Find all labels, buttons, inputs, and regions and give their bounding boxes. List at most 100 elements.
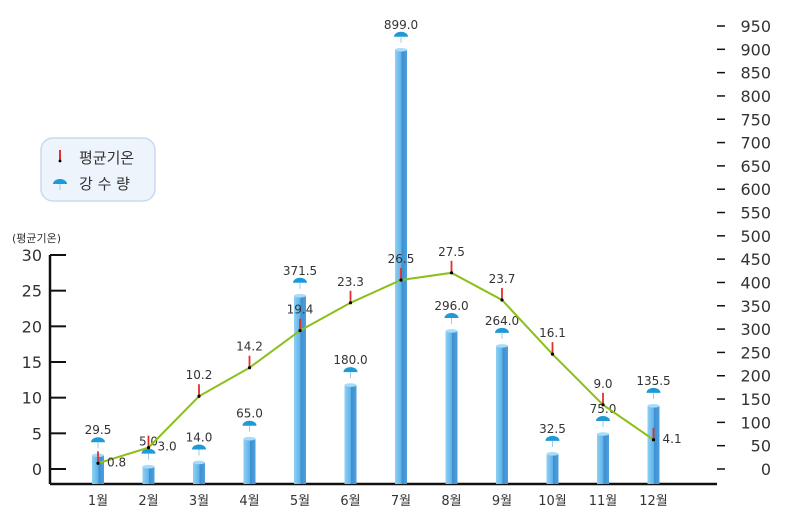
x-axis-tick-label: 10월 [538, 494, 567, 509]
left-axis-label: (평균기온) [12, 232, 61, 245]
rainfall-value-label: 371.5 [283, 264, 317, 278]
temperature-value-label: 0.8 [107, 455, 126, 469]
umbrella-icon [495, 327, 509, 333]
legend: 평균기온 강 수 량 [40, 137, 156, 202]
right-axis-tick-label: 850 [740, 64, 771, 83]
umbrella-icon [53, 179, 67, 190]
temperature-value-label: 19.4 [287, 303, 314, 317]
x-axis-tick-label: 2월 [138, 494, 158, 509]
left-axis-tick-label: 0 [32, 460, 42, 479]
rainfall-bar-cap [395, 47, 407, 52]
umbrella-icon [293, 277, 307, 283]
rainfall-bar-cap [647, 404, 660, 408]
temperature-marker-icon [58, 150, 62, 163]
legend-label-rainfall: 강 수 량 [79, 175, 130, 193]
rainfall-bar-cap [597, 432, 609, 436]
temperature-point [96, 461, 100, 465]
left-axis-tick-label: 15 [22, 353, 42, 372]
x-axis-tick-label: 11월 [589, 494, 618, 509]
umbrella-icon [343, 367, 358, 373]
rainfall-bar [193, 462, 205, 484]
rainfall-value-label: 264.0 [485, 314, 519, 328]
temperature-point [449, 271, 454, 275]
rainfall-value-label: 180.0 [333, 353, 367, 367]
x-axis-tick-label: 1월 [88, 494, 108, 509]
rainfall-bar [546, 453, 559, 484]
temperature-value-label: 9.0 [593, 377, 612, 391]
temperature-point [550, 352, 555, 356]
x-axis-tick-label: 5월 [290, 494, 310, 509]
left-axis-tick-label: 10 [22, 389, 42, 408]
rainfall-bar-cap [142, 464, 155, 469]
temperature-point [399, 278, 403, 282]
umbrella-icon [192, 444, 206, 450]
rainfall-bar [445, 330, 458, 484]
rainfall-bar-cap [193, 460, 205, 465]
rainfall-bar [142, 466, 155, 484]
rainfall-bar-cap [294, 293, 306, 298]
rainfall-value-label: 65.0 [236, 407, 263, 421]
rainfall-value-label: 296.0 [434, 299, 468, 313]
rainfall-value-label: 14.0 [186, 430, 213, 444]
right-axis-tick-label: 450 [740, 250, 771, 269]
x-axis-tick-label: 6월 [340, 494, 360, 509]
right-axis-tick-label: 900 [740, 40, 771, 59]
right-axis-tick-label: 100 [740, 413, 771, 432]
right-axis-tick-label: 950 [740, 17, 771, 36]
umbrella-icon [141, 448, 156, 454]
right-axis-tick-label: 350 [740, 297, 771, 316]
temperature-point [298, 329, 302, 333]
left-axis-tick-label: 5 [32, 424, 42, 443]
temperature-value-label: 16.1 [539, 326, 566, 340]
temperature-value-label: 3.0 [158, 440, 177, 454]
legend-box [40, 137, 156, 202]
temperature-point [197, 394, 201, 398]
umbrella-icon [545, 435, 560, 441]
temperature-point [500, 298, 504, 302]
right-axis-tick-label: 0 [761, 460, 771, 479]
umbrella-icon [646, 387, 661, 393]
rainfall-value-label: 135.5 [636, 374, 670, 388]
x-axis-tick-label: 4월 [239, 494, 259, 509]
right-axis-tick-label: 750 [740, 110, 771, 129]
rainfall-value-label: 29.5 [85, 423, 112, 437]
rainfall-bar [294, 295, 306, 484]
rainfall-value-label: 899.0 [384, 18, 418, 32]
right-axis-tick-label: 700 [740, 134, 771, 153]
temperature-point [601, 403, 605, 407]
x-axis-tick-label: 9월 [492, 494, 512, 509]
right-axis-tick-label: 250 [740, 343, 771, 362]
rainfall-bar-cap [496, 344, 508, 348]
umbrella-icon [444, 312, 459, 318]
right-axis-tick-label: 600 [740, 180, 771, 199]
temperature-value-label: 10.2 [186, 368, 213, 382]
temperature-value-label: 26.5 [388, 252, 415, 266]
left-axis-tick-label: 30 [22, 246, 42, 265]
right-axis-tick-label: 400 [740, 273, 771, 292]
x-axis-tick-label: 12월 [639, 494, 668, 509]
rainfall-bar [647, 405, 660, 484]
umbrella-icon [394, 31, 408, 37]
legend-label-temperature: 평균기온 [79, 149, 134, 167]
rainfall-bar [395, 49, 407, 484]
rainfall-value-label: 75.0 [590, 402, 617, 416]
temperature-value-label: 23.7 [489, 272, 516, 286]
umbrella-icon [242, 420, 257, 426]
temperature-value-label: 23.3 [337, 275, 364, 289]
temperature-line [97, 271, 655, 465]
umbrella-icon [596, 416, 610, 422]
right-axis-tick-label: 50 [751, 437, 771, 456]
temperature-value-label: 4.1 [663, 432, 682, 446]
temperature-value-label: 14.2 [236, 340, 263, 354]
rainfall-bar [243, 438, 256, 484]
left-axis-tick-label: 25 [22, 282, 42, 301]
x-axis-tick-label: 3월 [189, 494, 209, 509]
rainfall-bar [496, 345, 508, 484]
temperature-point [247, 366, 252, 370]
rainfall-bar-cap [344, 383, 357, 387]
right-axis-tick-label: 500 [740, 227, 771, 246]
right-axis-tick-label: 650 [740, 157, 771, 176]
rainfall-bar-cap [445, 329, 458, 333]
right-axis-tick-label: 200 [740, 367, 771, 386]
